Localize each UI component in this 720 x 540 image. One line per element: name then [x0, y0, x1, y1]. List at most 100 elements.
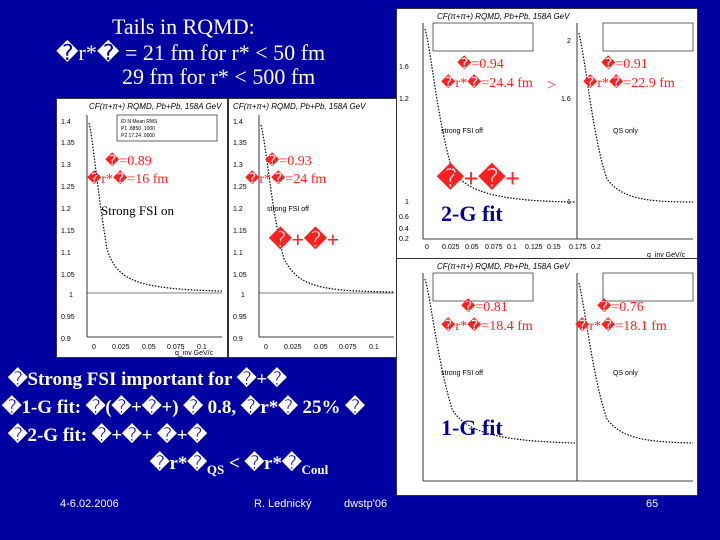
- top-right-pair-label: �+�+: [437, 164, 520, 193]
- footer-author: R. Lednický: [254, 498, 312, 510]
- left-plot-a-label: Strong FSI on: [101, 203, 174, 218]
- svg-text:0.125: 0.125: [525, 244, 543, 251]
- footer-event: dwstp'06: [344, 498, 388, 510]
- bottom-right-note-a: strong FSI off: [441, 370, 483, 377]
- svg-text:0.025: 0.025: [442, 244, 460, 251]
- top-right-right-yticks: 2 1.6 1: [561, 38, 571, 206]
- bullet-r-coul: < �r*�: [224, 453, 302, 474]
- left-plot-b-note: strong FSI off: [267, 206, 309, 213]
- svg-text:1.1: 1.1: [233, 250, 243, 257]
- svg-text:0.075: 0.075: [167, 344, 185, 351]
- left-plot-a-svg: CF(π+π+) RQMD, Pb+Pb, 158A GeV ID N Mean…: [61, 102, 223, 357]
- svg-text:1.15: 1.15: [233, 228, 247, 235]
- bottom-right-radius-a: �r*�=18.4 fm: [441, 319, 533, 334]
- svg-text:0.05: 0.05: [465, 244, 479, 251]
- title-line-1: Tails in RQMD:: [112, 14, 255, 39]
- bottom-right-curve-b: [578, 282, 694, 444]
- svg-text:1.35: 1.35: [61, 140, 75, 147]
- svg-text:0.1: 0.1: [369, 344, 379, 351]
- left-plot-b-yticks: 1.4 1.35 1.3 1.25 1.2 1.15 1.1 1.05 1 0.…: [233, 119, 247, 343]
- left-plot-a-yticks: 1.4 1.35 1.3 1.25 1.2 1.15 1.1 1.05 1 0.…: [61, 119, 75, 343]
- svg-text:0.6: 0.6: [399, 214, 409, 221]
- svg-text:P2 17.24 .0000: P2 17.24 .0000: [121, 133, 155, 139]
- svg-text:0.05: 0.05: [314, 344, 328, 351]
- left-plot-b-curve: [260, 124, 395, 293]
- svg-text:P1 .8850 .1000: P1 .8850 .1000: [121, 126, 155, 132]
- svg-text:1.35: 1.35: [233, 140, 247, 147]
- top-right-title: CF(π+π+) RQMD, Pb+Pb, 158A GeV: [437, 12, 570, 21]
- svg-text:0.4: 0.4: [399, 226, 409, 233]
- left-plot-a-xticks: 0 0.025 0.05 0.075 0.1: [92, 344, 207, 351]
- left-plot-b-svg: CF(π+π+) RQMD, Pb+Pb, 158A GeV 1.4 1.35 …: [233, 102, 395, 351]
- top-right-gt: >: [547, 77, 557, 94]
- svg-text:ID N Mean RMS: ID N Mean RMS: [121, 119, 158, 125]
- top-right-fit-label: 2-G fit: [441, 201, 503, 226]
- bullet-strong-fsi: �Strong FSI important for �+�: [8, 369, 287, 390]
- left-plot-a-lambda: �=0.89: [105, 154, 152, 169]
- svg-text:0.075: 0.075: [485, 244, 503, 251]
- svg-text:1.6: 1.6: [561, 96, 571, 103]
- svg-text:1.2: 1.2: [399, 96, 409, 103]
- bottom-right-note-b: QS only: [613, 370, 638, 377]
- bullet-r-qs-sub: QS: [206, 461, 225, 477]
- bottom-right-lambda-a: �=0.81: [461, 300, 508, 315]
- title-line-3: 29 fm for r* < 500 fm: [122, 64, 316, 89]
- svg-text:0: 0: [425, 244, 429, 251]
- footer-date: 4-6.02.2006: [60, 498, 119, 510]
- svg-text:0.1: 0.1: [197, 344, 207, 351]
- svg-text:1.2: 1.2: [233, 206, 243, 213]
- svg-text:q_inv GeV/c: q_inv GeV/c: [175, 350, 214, 357]
- bullet-r-qs: �r*�: [150, 453, 207, 474]
- svg-text:0.025: 0.025: [112, 344, 130, 351]
- svg-text:0.15: 0.15: [547, 244, 561, 251]
- svg-text:0: 0: [92, 344, 96, 351]
- bullet-r-coul-sub: Coul: [301, 461, 329, 477]
- title-line-2: �r*� = 21 fm for r* < 50 fm: [56, 40, 326, 65]
- svg-text:0.05: 0.05: [142, 344, 156, 351]
- left-plot-b-lambda: �=0.93: [265, 154, 312, 169]
- svg-text:1.25: 1.25: [233, 184, 247, 191]
- svg-text:0.95: 0.95: [61, 314, 75, 321]
- svg-text:1.3: 1.3: [61, 162, 71, 169]
- left-plot-strong-fsi-off: CF(π+π+) RQMD, Pb+Pb, 158A GeV 1.4 1.35 …: [228, 98, 400, 358]
- bottom-right-radius-b: �r*�=18.1 fm: [575, 319, 667, 334]
- left-plot-pair-label: �+�+: [269, 227, 340, 252]
- svg-text:0: 0: [264, 344, 268, 351]
- left-plot-a-curve: [88, 122, 223, 292]
- bottom-right-fit-label: 1-G fit: [441, 415, 503, 440]
- bottom-right-plot-1g-fit: CF(π+π+) RQMD, Pb+Pb, 158A GeV strong FS…: [396, 258, 698, 496]
- bullet-1g-fit: �1-G fit: �(�+�+) � 0.8, �r*� 25% �: [2, 397, 365, 418]
- svg-text:0.9: 0.9: [61, 336, 71, 343]
- bullet-r-comparison: �r*�QS < �r*�Coul: [150, 452, 328, 478]
- svg-text:1: 1: [405, 199, 409, 206]
- svg-text:0.95: 0.95: [233, 314, 247, 321]
- svg-text:2: 2: [567, 38, 571, 45]
- svg-text:0.1: 0.1: [507, 244, 517, 251]
- svg-text:1.05: 1.05: [61, 272, 75, 279]
- svg-text:1.3: 1.3: [233, 162, 243, 169]
- svg-text:0.9: 0.9: [233, 336, 243, 343]
- svg-text:1.05: 1.05: [233, 272, 247, 279]
- top-right-note-a: strong FSI off: [441, 128, 483, 135]
- svg-text:1: 1: [241, 292, 245, 299]
- svg-text:1.4: 1.4: [61, 119, 71, 126]
- svg-text:q_inv GeV/c: q_inv GeV/c: [647, 252, 686, 259]
- bottom-right-title: CF(π+π+) RQMD, Pb+Pb, 158A GeV: [437, 262, 570, 271]
- left-plot-strong-fsi-on: CF(π+π+) RQMD, Pb+Pb, 158A GeV ID N Mean…: [56, 98, 228, 358]
- top-right-radius-a: �r*�=24.4 fm: [441, 76, 533, 91]
- left-plot-b-radius: �r*�=24 fm: [245, 172, 327, 187]
- top-right-lambda-b: �=0.91: [601, 57, 648, 72]
- bottom-right-lambda-b: �=0.76: [597, 300, 644, 315]
- svg-text:1.25: 1.25: [61, 184, 75, 191]
- svg-text:0.175: 0.175: [569, 244, 587, 251]
- svg-text:1: 1: [567, 199, 571, 206]
- svg-text:0.025: 0.025: [284, 344, 302, 351]
- svg-text:0.075: 0.075: [339, 344, 357, 351]
- left-plot-a-title: CF(π+π+) RQMD, Pb+Pb, 158A GeV: [89, 102, 222, 111]
- top-right-note-b: QS only: [613, 128, 638, 135]
- svg-text:1.15: 1.15: [61, 228, 75, 235]
- left-plot-a-radius: �r*�=16 fm: [87, 172, 169, 187]
- svg-text:1.6: 1.6: [399, 64, 409, 71]
- footer-page-number: 65: [646, 498, 659, 510]
- svg-text:0.2: 0.2: [591, 244, 601, 251]
